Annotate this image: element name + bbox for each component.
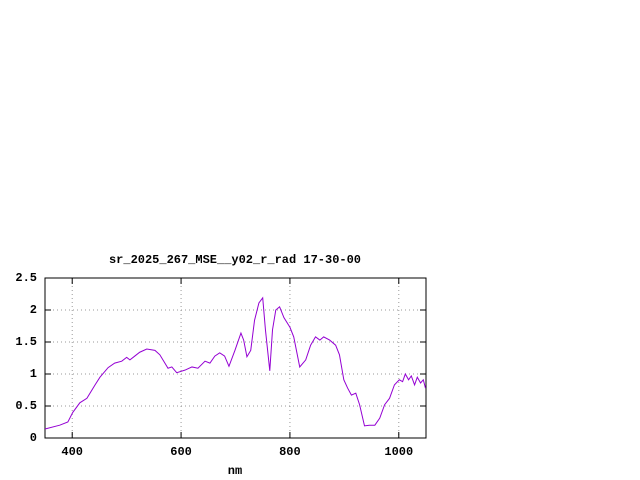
y-tick-label: 0: [30, 431, 37, 445]
x-tick-label: 800: [279, 445, 301, 459]
y-tick-label: 1: [30, 367, 37, 381]
x-tick-label: 1000: [384, 445, 413, 459]
y-tick-label: 0.5: [15, 399, 37, 413]
y-tick-label: 1.5: [15, 335, 37, 349]
x-axis-label: nm: [228, 464, 242, 478]
y-tick-label: 2: [30, 303, 37, 317]
x-tick-label: 400: [61, 445, 83, 459]
x-tick-label: 600: [170, 445, 192, 459]
y-tick-label: 2.5: [15, 271, 37, 285]
chart-title: sr_2025_267_MSE__y02_r_rad 17-30-00: [109, 253, 361, 267]
plot-border: [44, 277, 427, 439]
data-line: [44, 296, 426, 430]
